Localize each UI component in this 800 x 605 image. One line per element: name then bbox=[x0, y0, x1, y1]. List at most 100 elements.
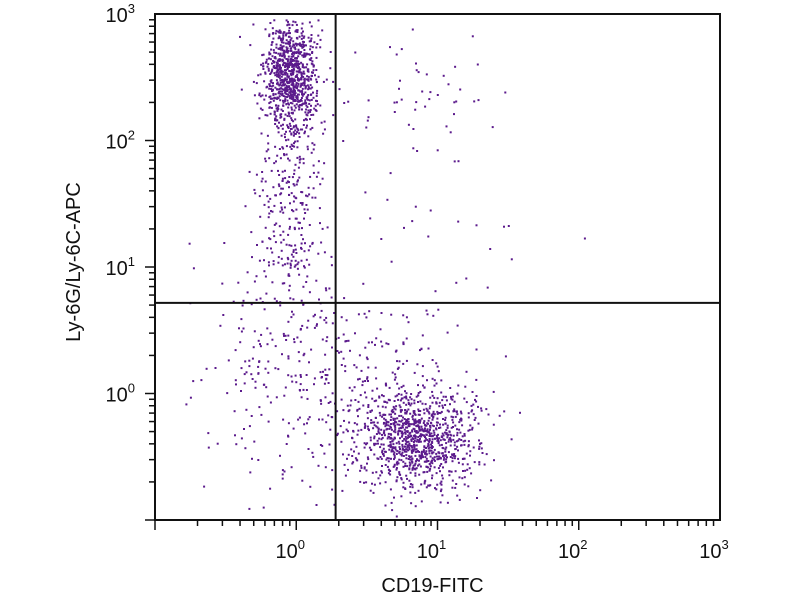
data-point bbox=[477, 99, 480, 102]
data-point bbox=[386, 457, 389, 460]
data-point bbox=[406, 410, 408, 413]
data-point bbox=[297, 89, 300, 92]
data-point bbox=[278, 90, 281, 93]
data-point bbox=[354, 399, 357, 401]
data-point bbox=[188, 242, 191, 245]
data-point bbox=[282, 32, 285, 35]
data-point bbox=[471, 35, 474, 38]
data-point bbox=[325, 421, 328, 424]
data-point bbox=[394, 437, 396, 440]
data-point bbox=[408, 467, 411, 470]
data-point bbox=[303, 35, 306, 38]
data-point bbox=[423, 445, 426, 448]
data-point bbox=[305, 126, 308, 129]
data-point bbox=[288, 91, 291, 94]
data-point bbox=[358, 407, 361, 410]
data-point bbox=[394, 446, 397, 449]
data-point bbox=[295, 103, 298, 106]
data-point bbox=[301, 22, 304, 25]
data-point bbox=[380, 238, 383, 240]
data-point bbox=[384, 464, 387, 466]
data-point bbox=[289, 78, 291, 80]
data-point bbox=[420, 417, 423, 420]
data-point bbox=[267, 200, 270, 203]
data-point bbox=[380, 443, 383, 446]
data-point bbox=[348, 421, 351, 424]
data-point bbox=[253, 94, 256, 97]
data-point bbox=[312, 171, 315, 174]
data-point bbox=[268, 212, 271, 215]
data-point bbox=[296, 79, 299, 81]
data-point bbox=[405, 392, 408, 395]
data-point bbox=[264, 157, 267, 160]
data-point bbox=[317, 252, 320, 255]
data-point bbox=[415, 460, 418, 463]
data-point bbox=[351, 462, 354, 465]
data-point bbox=[402, 465, 405, 468]
data-point bbox=[264, 71, 267, 74]
data-point bbox=[264, 72, 267, 75]
data-point bbox=[510, 438, 513, 441]
data-point bbox=[438, 405, 441, 408]
data-point bbox=[416, 150, 419, 152]
data-point bbox=[366, 377, 369, 380]
data-point bbox=[306, 63, 309, 66]
data-point bbox=[444, 416, 447, 419]
data-point bbox=[285, 19, 288, 22]
data-point bbox=[419, 437, 421, 440]
data-point bbox=[433, 466, 436, 469]
data-point bbox=[356, 433, 359, 436]
data-point bbox=[340, 364, 343, 366]
data-point bbox=[381, 465, 383, 467]
data-point bbox=[392, 423, 395, 426]
data-point bbox=[387, 343, 390, 346]
data-point bbox=[413, 423, 416, 426]
data-point bbox=[418, 419, 421, 421]
data-point bbox=[311, 46, 314, 49]
data-point bbox=[411, 486, 414, 489]
data-point bbox=[308, 263, 311, 266]
data-point bbox=[384, 382, 387, 385]
data-point bbox=[248, 359, 251, 362]
data-point bbox=[296, 156, 299, 159]
data-point bbox=[287, 111, 290, 114]
data-point bbox=[390, 423, 392, 425]
data-point bbox=[306, 75, 309, 78]
data-point bbox=[290, 83, 293, 86]
data-point bbox=[489, 248, 492, 250]
data-point bbox=[272, 49, 275, 52]
data-point bbox=[290, 375, 293, 378]
data-point bbox=[453, 441, 456, 444]
data-point bbox=[384, 413, 387, 416]
data-point bbox=[290, 466, 293, 469]
data-point bbox=[272, 94, 275, 97]
data-point bbox=[294, 90, 296, 93]
data-point bbox=[281, 90, 284, 93]
data-point bbox=[414, 430, 416, 433]
data-point bbox=[420, 454, 423, 457]
data-point bbox=[346, 457, 348, 460]
data-point bbox=[301, 63, 304, 66]
data-point bbox=[297, 93, 299, 96]
data-point bbox=[428, 469, 431, 472]
data-point bbox=[347, 410, 350, 413]
data-point bbox=[411, 457, 414, 460]
data-point bbox=[405, 437, 408, 440]
data-point bbox=[417, 71, 420, 74]
data-point bbox=[438, 452, 441, 455]
data-point bbox=[331, 416, 334, 419]
data-point bbox=[271, 210, 274, 213]
data-point bbox=[304, 111, 307, 114]
data-point bbox=[398, 423, 401, 426]
data-point bbox=[279, 44, 282, 47]
data-point bbox=[299, 68, 302, 71]
data-point bbox=[324, 368, 327, 371]
data-point bbox=[389, 470, 392, 472]
data-point bbox=[299, 90, 302, 93]
data-point bbox=[410, 393, 413, 395]
data-point bbox=[348, 386, 351, 389]
data-point bbox=[272, 84, 275, 87]
data-point bbox=[315, 99, 317, 102]
data-point bbox=[292, 95, 295, 98]
data-point bbox=[297, 83, 300, 86]
